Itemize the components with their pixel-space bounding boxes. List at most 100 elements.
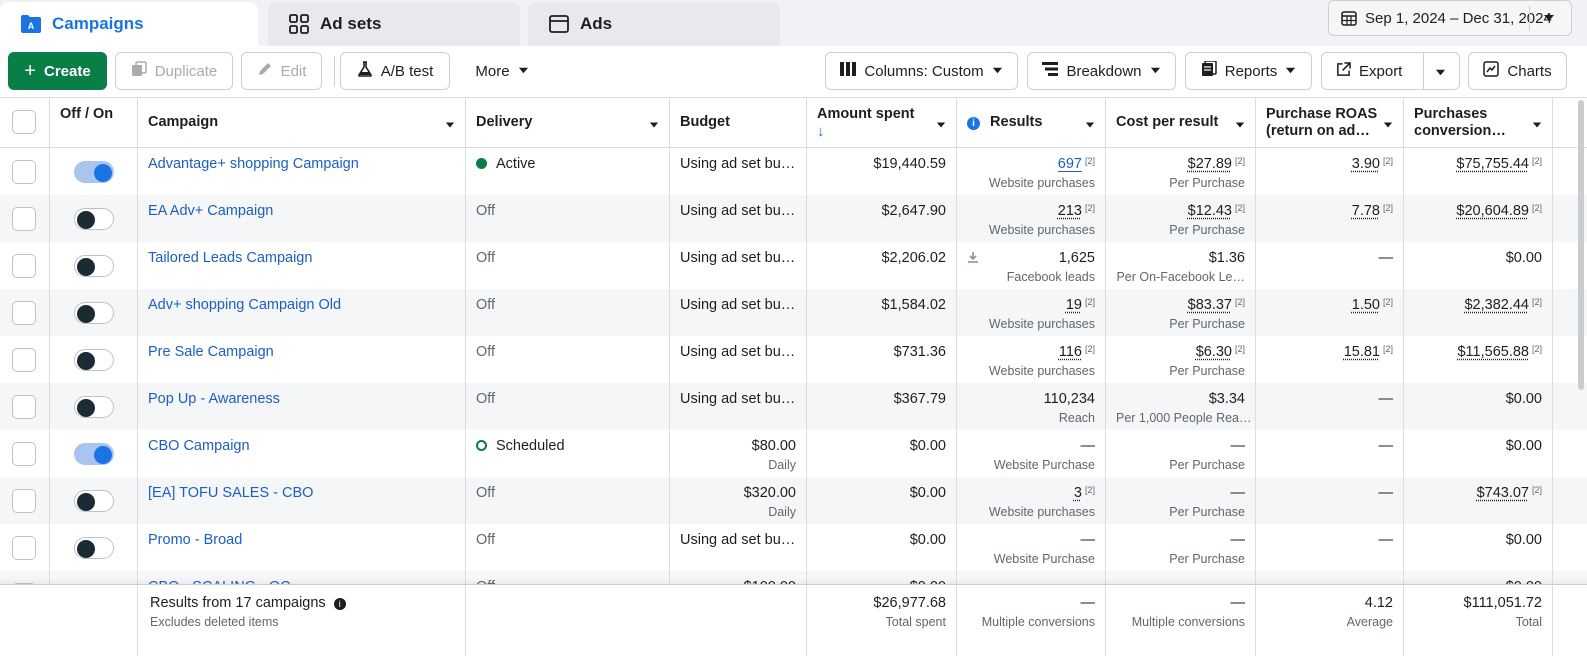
table-row[interactable]: Tailored Leads Campaign Off Using ad set b… [0, 242, 1587, 289]
campaign-toggle[interactable] [74, 537, 114, 559]
tab-ads[interactable]: Ads [528, 2, 780, 46]
download-icon[interactable] [967, 251, 979, 267]
edit-button[interactable]: Edit [241, 52, 322, 90]
campaign-toggle[interactable] [74, 396, 114, 418]
campaign-name-link[interactable]: CBO - SCALING - OC [148, 579, 291, 588]
results-cell: — Website Purchase [957, 524, 1106, 571]
header-delivery[interactable]: Delivery [466, 98, 670, 148]
campaign-name-link[interactable]: Promo - Broad [148, 532, 243, 548]
results-value: 1,625 [1058, 250, 1095, 266]
chevron-down-icon [936, 118, 946, 135]
row-checkbox[interactable] [12, 489, 36, 513]
purchases-conversion-cell: $0.00 [1404, 383, 1553, 430]
header-purchase-roas[interactable]: Purchase ROAS (return on ad… [1256, 98, 1404, 148]
cost-per-result-cell: — Per Purchase [1106, 430, 1256, 477]
attribution-note: [2] [1084, 156, 1095, 166]
chevron-down-icon[interactable] [1543, 11, 1555, 28]
budget-cell: Using ad set bu… [670, 148, 807, 195]
breakdown-button[interactable]: Breakdown [1027, 52, 1176, 90]
table-row[interactable]: CBO Campaign Scheduled $80.00 Daily $0.00 — We… [0, 430, 1587, 477]
campaign-toggle[interactable] [74, 255, 114, 277]
info-icon[interactable]: i [333, 598, 346, 610]
create-button[interactable]: + Create [8, 52, 107, 90]
row-checkbox[interactable] [12, 207, 36, 231]
reports-button[interactable]: Reports [1185, 52, 1312, 90]
vertical-scrollbar[interactable] [1578, 100, 1584, 390]
campaign-toggle[interactable] [74, 161, 114, 183]
table-row[interactable]: Pre Sale Campaign Off Using ad set bu… $731… [0, 336, 1587, 383]
row-checkbox[interactable] [12, 301, 36, 325]
header-label: Results [990, 114, 1043, 130]
header-budget[interactable]: Budget [670, 98, 807, 148]
table-row[interactable]: [EA] TOFU SALES - CBO Off $320.00 Daily $0.0… [0, 477, 1587, 524]
campaign-folder-icon: A [20, 13, 42, 35]
results-cell: 19 [2] Website purchases [957, 289, 1106, 336]
delivery-status: Off [476, 203, 496, 219]
budget-cell: Using ad set bu… [670, 195, 807, 242]
footer-results-summary: Results from 17 campaigns i Excludes del… [138, 585, 466, 656]
toggle-knob [77, 352, 95, 370]
campaign-name-link[interactable]: Advantage+ shopping Campaign [148, 156, 359, 172]
row-checkbox[interactable] [12, 536, 36, 560]
campaign-toggle[interactable] [74, 302, 114, 324]
chevron-down-icon[interactable] [1435, 65, 1446, 82]
cost-per-result-cell: — Per Purchase [1106, 524, 1256, 571]
campaign-name-link[interactable]: EA Adv+ Campaign [148, 203, 274, 219]
header-label: Amount spent [817, 106, 915, 122]
purchases-conversion-value: $2,382.44 [1464, 297, 1529, 313]
campaign-toggle[interactable] [74, 349, 114, 371]
table-row[interactable]: Advantage+ shopping Campaign Active Using … [0, 148, 1587, 195]
table-row[interactable]: EA Adv+ Campaign Off Using ad set bu… $2,64… [0, 195, 1587, 242]
purchase-roas-value: 15.81 [1343, 344, 1380, 360]
campaign-name-link[interactable]: Adv+ shopping Campaign Old [148, 297, 342, 313]
table-row[interactable]: CBO - SCALING - OC Off $100.00 $0.00 $0.00 [0, 571, 1587, 588]
export-button[interactable]: Export [1321, 52, 1460, 90]
row-select-cell [0, 383, 50, 430]
ab-test-button[interactable]: A/B test [340, 52, 450, 90]
table-row[interactable]: Pop Up - Awareness Off Using ad set bu… $36… [0, 383, 1587, 430]
charts-button[interactable]: Charts [1468, 52, 1567, 90]
row-checkbox[interactable] [12, 442, 36, 466]
campaign-toggle[interactable] [74, 443, 114, 465]
amount-spent-cell: $19,440.59 [807, 148, 957, 195]
campaign-name-link[interactable]: Tailored Leads Campaign [148, 250, 313, 266]
campaign-name-cell: [EA] TOFU SALES - CBO [138, 477, 466, 524]
header-campaign[interactable]: Campaign [138, 98, 466, 148]
row-checkbox[interactable] [12, 254, 36, 278]
columns-button[interactable]: Columns: Custom [825, 52, 1018, 90]
tab-campaigns[interactable]: A Campaigns [0, 2, 258, 46]
amount-spent-cell: $0.00 [807, 571, 957, 588]
toggle-knob [77, 211, 95, 229]
campaign-name-link[interactable]: CBO Campaign [148, 438, 250, 454]
campaign-name-link[interactable]: Pop Up - Awareness [148, 391, 280, 407]
footer-results-value: — [1080, 595, 1096, 611]
select-all-checkbox[interactable] [12, 110, 36, 134]
cost-per-result-cell: $6.30 [2] Per Purchase [1106, 336, 1256, 383]
amount-spent-cell: $367.79 [807, 383, 957, 430]
campaign-toggle[interactable] [74, 490, 114, 512]
row-checkbox[interactable] [12, 160, 36, 184]
tab-ad-sets[interactable]: Ad sets [268, 2, 520, 46]
campaign-toggle[interactable] [74, 208, 114, 230]
campaign-name-link[interactable]: Pre Sale Campaign [148, 344, 274, 360]
header-results[interactable]: i Results [957, 98, 1106, 148]
table-row[interactable]: Adv+ shopping Campaign Old Off Using ad se… [0, 289, 1587, 336]
row-checkbox[interactable] [12, 348, 36, 372]
attribution-note: [2] [1531, 156, 1542, 166]
table-row[interactable]: Promo - Broad Off Using ad set bu… $0.00 — We… [0, 524, 1587, 571]
duplicate-button[interactable]: Duplicate [115, 52, 233, 90]
header-amount-spent[interactable]: Amount spent ↓ [807, 98, 957, 148]
results-value[interactable]: 697 [1057, 156, 1082, 172]
campaign-name-cell: Pre Sale Campaign [138, 336, 466, 383]
header-cost-per-result[interactable]: Cost per result [1106, 98, 1256, 148]
more-button[interactable]: More [462, 52, 542, 90]
purchases-conversion-value: $11,565.88 [1457, 344, 1529, 360]
header-purchases-conversion[interactable]: Purchases conversion… [1404, 98, 1553, 148]
campaign-name-link[interactable]: [EA] TOFU SALES - CBO [148, 485, 314, 501]
row-checkbox[interactable] [12, 395, 36, 419]
footer-results: — Multiple conversions [957, 585, 1106, 656]
breakdown-label: Breakdown [1066, 62, 1142, 80]
divider [1423, 53, 1424, 89]
purchase-roas-cell: 3.90 [2] [1256, 148, 1404, 195]
date-range-button[interactable]: Sep 1, 2024 – Dec 31, 2024 [1328, 0, 1572, 36]
